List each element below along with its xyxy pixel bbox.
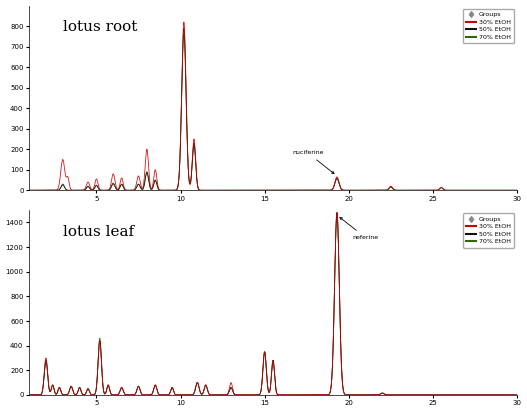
Text: lotus leaf: lotus leaf: [63, 225, 134, 239]
Text: lotus root: lotus root: [63, 20, 138, 34]
Legend: Groups, 30% EtOH, 50% EtOH, 70% EtOH: Groups, 30% EtOH, 50% EtOH, 70% EtOH: [463, 213, 514, 248]
Legend: Groups, 30% EtOH, 50% EtOH, 70% EtOH: Groups, 30% EtOH, 50% EtOH, 70% EtOH: [463, 9, 514, 43]
Text: nuciferine: nuciferine: [292, 150, 334, 173]
Text: neferine: neferine: [340, 218, 378, 240]
